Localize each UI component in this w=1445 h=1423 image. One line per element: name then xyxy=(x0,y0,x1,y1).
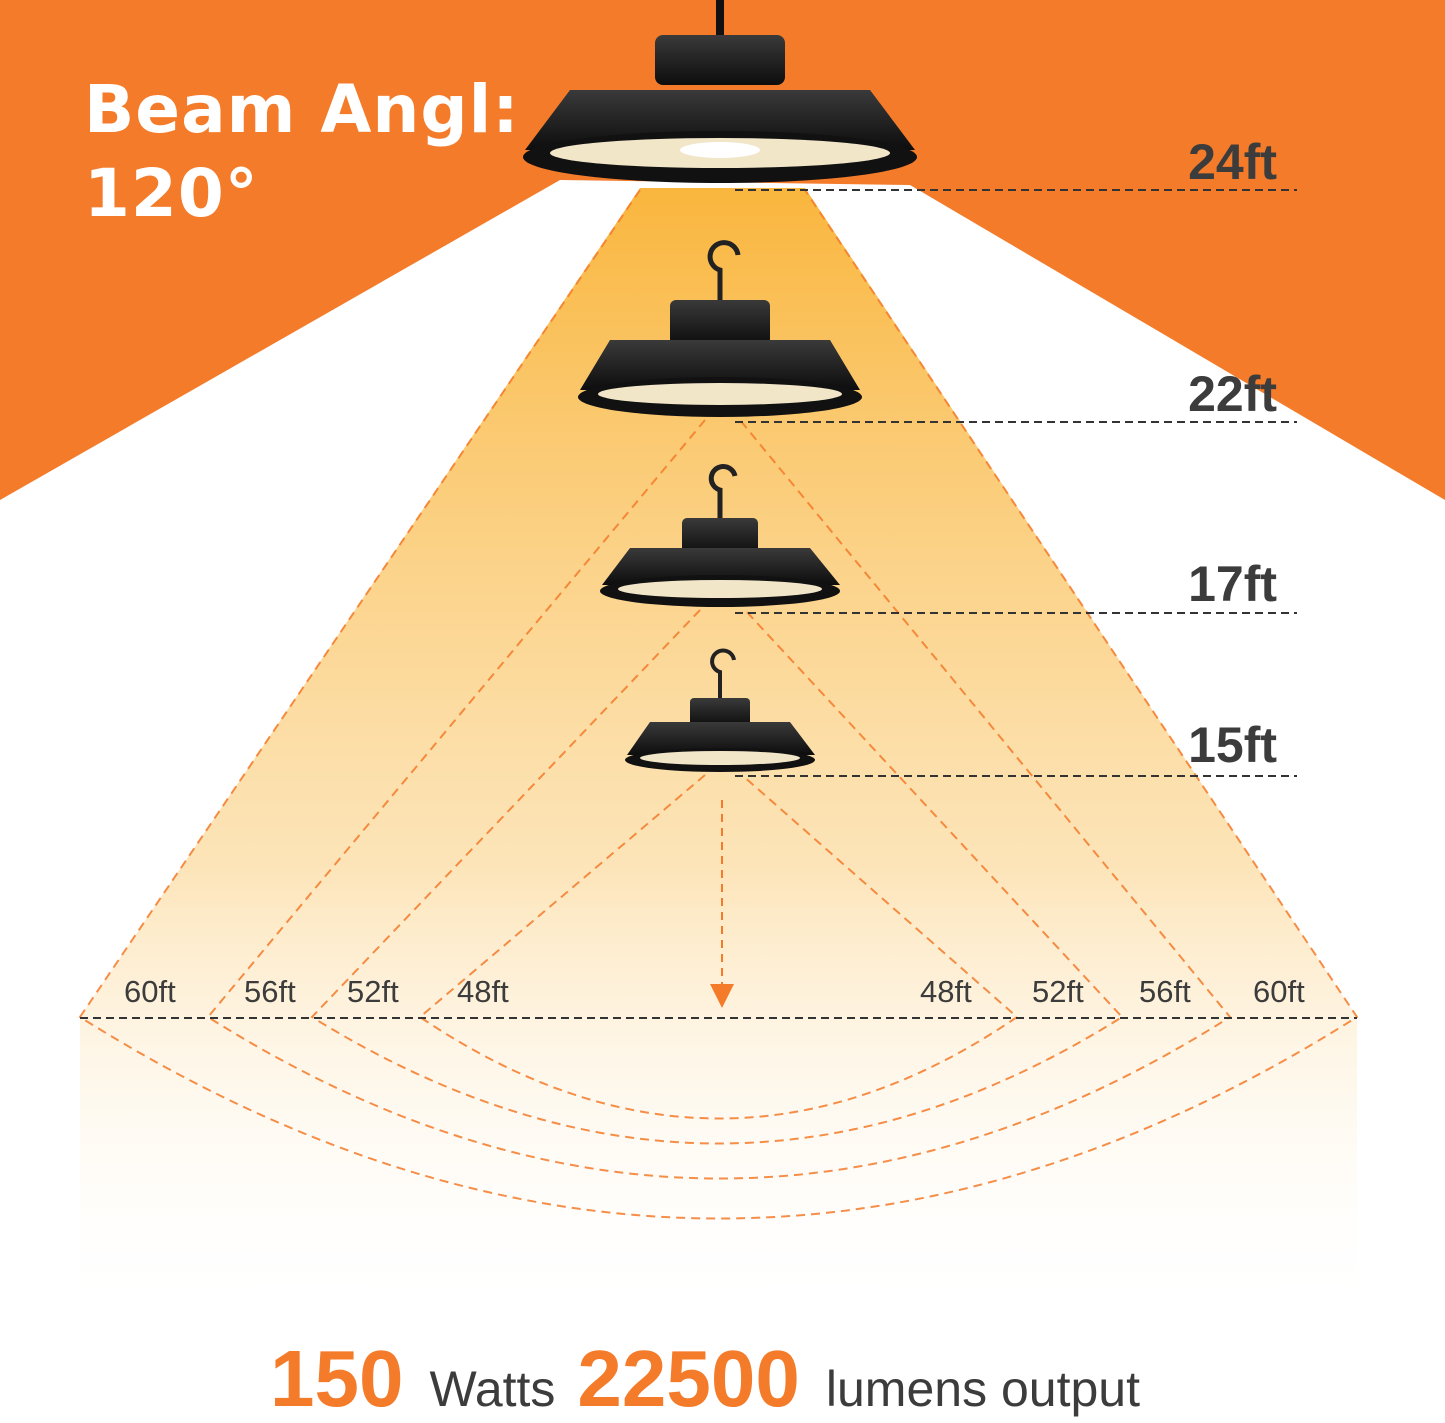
width-label-right-52ft: 52ft xyxy=(1032,974,1084,1009)
watts-value: 150 xyxy=(270,1334,404,1423)
lumens-value: 22500 xyxy=(577,1334,800,1423)
beam-line-48ft xyxy=(418,774,1019,1120)
width-label-left-60ft: 60ft xyxy=(124,974,176,1009)
footer-specs: 150 Watts 22500 lumens output xyxy=(270,1333,1162,1423)
lumens-unit: lumens output xyxy=(825,1361,1140,1417)
lamp-15ft xyxy=(625,648,815,772)
beam-line-52ft xyxy=(310,609,1124,1145)
beam-angle-title: Beam Angl: 120° xyxy=(84,68,520,236)
width-label-left-56ft: 56ft xyxy=(244,974,296,1009)
lamp-24ft xyxy=(523,0,917,183)
beam-line-60ft xyxy=(78,189,1359,1220)
width-label-right-56ft: 56ft xyxy=(1139,974,1191,1009)
lamp-22ft xyxy=(578,240,862,417)
beam-line-56ft xyxy=(206,419,1232,1180)
lamp-17ft xyxy=(600,463,840,607)
width-label-right-48ft: 48ft xyxy=(920,974,972,1009)
width-label-left-52ft: 52ft xyxy=(347,974,399,1009)
title-line-1: Beam Angl: xyxy=(84,71,520,148)
orange-background xyxy=(0,0,1445,500)
drop-arrow-head xyxy=(710,984,734,1008)
height-label-24ft: 24ft xyxy=(1188,134,1277,190)
title-line-2: 120° xyxy=(84,155,259,232)
width-label-left-48ft: 48ft xyxy=(457,974,509,1009)
watts-unit: Watts xyxy=(429,1361,556,1417)
height-label-22ft: 22ft xyxy=(1188,366,1277,422)
height-label-15ft: 15ft xyxy=(1188,717,1277,773)
height-label-17ft: 17ft xyxy=(1188,556,1277,612)
width-label-right-60ft: 60ft xyxy=(1253,974,1305,1009)
